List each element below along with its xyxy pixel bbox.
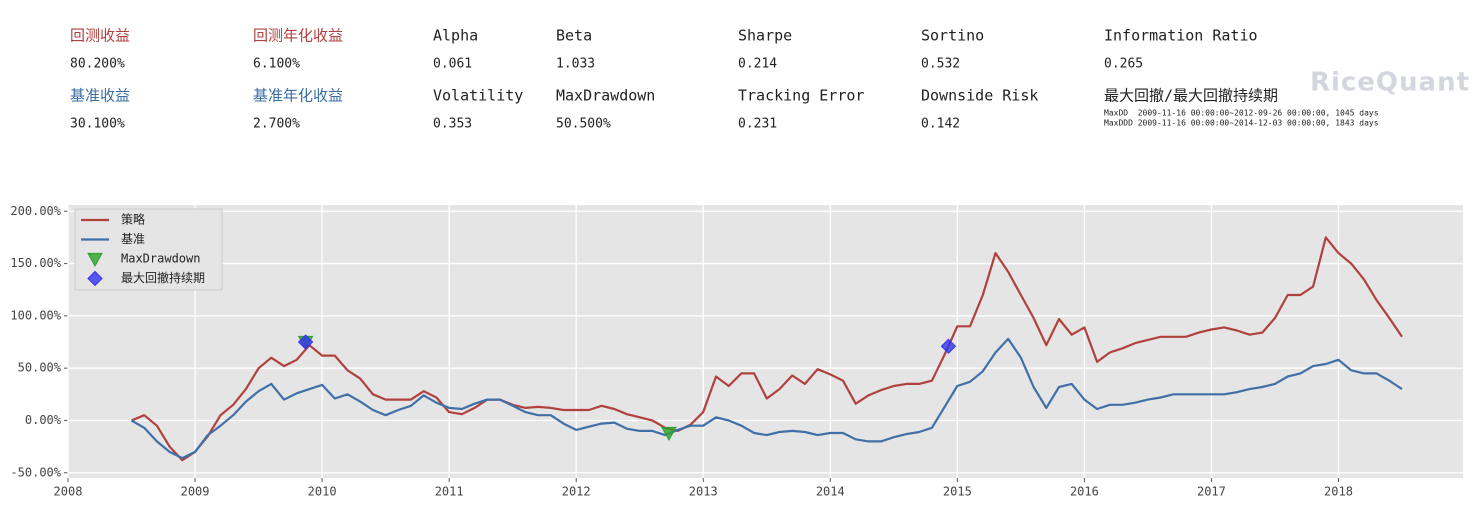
y-tick-label: 0.00% [25,413,62,427]
watermark: RiceQuant [1310,68,1470,98]
metric-value: 0.265 [1104,57,1143,72]
series-line [130,337,1403,460]
legend-label: MaxDrawdown [121,252,200,266]
metric-label: 回测收益 [70,27,130,45]
metric-label: 回测年化收益 [253,27,343,45]
y-tick-label: 50.00% [18,361,62,375]
metric-value: 30.100% [70,117,125,132]
metric-label: Tracking Error [738,87,864,105]
metric-value: 0.231 [738,117,777,132]
y-tick-label: 200.00% [10,204,61,218]
metric-label: Alpha [433,27,478,45]
metric-detail: MaxDD 2009-11-16 00:00:00~2012-09-26 00:… [1104,109,1379,118]
y-tick-label: 150.00% [10,256,61,270]
x-tick-label: 2012 [562,485,591,499]
metric-value: 0.142 [921,117,960,132]
metric-value: 2.700% [253,117,300,132]
metric-value: 1.033 [556,57,595,72]
y-tick-label: 100.00% [10,308,61,322]
marker [940,338,957,354]
metric-value: 0.353 [433,117,472,132]
x-tick-label: 2010 [308,485,337,499]
x-tick-label: 2014 [816,485,845,499]
metric-label: 基准年化收益 [253,87,343,105]
metric-label: MaxDrawdown [556,87,655,105]
y-tick-label: -50.00% [10,465,61,479]
metric-value: 50.500% [556,117,611,132]
metric-label: 最大回撤/最大回撤持续期 [1104,87,1278,105]
x-tick-label: 2009 [181,485,210,499]
metric-value: 0.214 [738,57,777,72]
metric-label: 基准收益 [70,87,130,105]
metric-value: 6.100% [253,57,300,72]
x-tick-label: 2011 [435,485,464,499]
x-tick-label: 2015 [943,485,972,499]
x-tick-label: 2017 [1197,485,1226,499]
metric-value: 0.532 [921,57,960,72]
metric-label: Sharpe [738,27,792,45]
x-tick-label: 2018 [1324,485,1353,499]
metric-detail: MaxDDD 2009-11-16 00:00:00~2014-12-03 00… [1104,119,1379,128]
series-line [131,236,1403,462]
metric-label: Volatility [433,87,523,105]
metric-value: 80.200% [70,57,125,72]
legend-swatch [87,252,103,268]
marker [661,426,677,442]
legend-swatch [87,270,103,287]
legend-label: 最大回撤持续期 [121,270,205,285]
metric-label: Information Ratio [1104,27,1258,45]
metric-label: Sortino [921,27,984,45]
metric-label: Beta [556,27,592,45]
legend-label: 策略 [121,212,145,227]
plot-area [68,205,1463,478]
legend-label: 基准 [121,232,145,246]
metrics-panel: 回测收益 80.200% 回测年化收益 6.100% Alpha 0.061 Beta 1.0… [70,27,1379,132]
marker [297,334,314,350]
plot: -50.00% 0.00% 50.00% 100.00% 150.00% 200.00% 2… [10,204,1463,499]
metric-value: 0.061 [433,57,472,72]
x-tick-label: 2016 [1070,485,1099,499]
x-tick-label: 2013 [689,485,718,499]
x-tick-label: 2008 [54,485,83,499]
metric-label: Downside Risk [921,87,1038,105]
